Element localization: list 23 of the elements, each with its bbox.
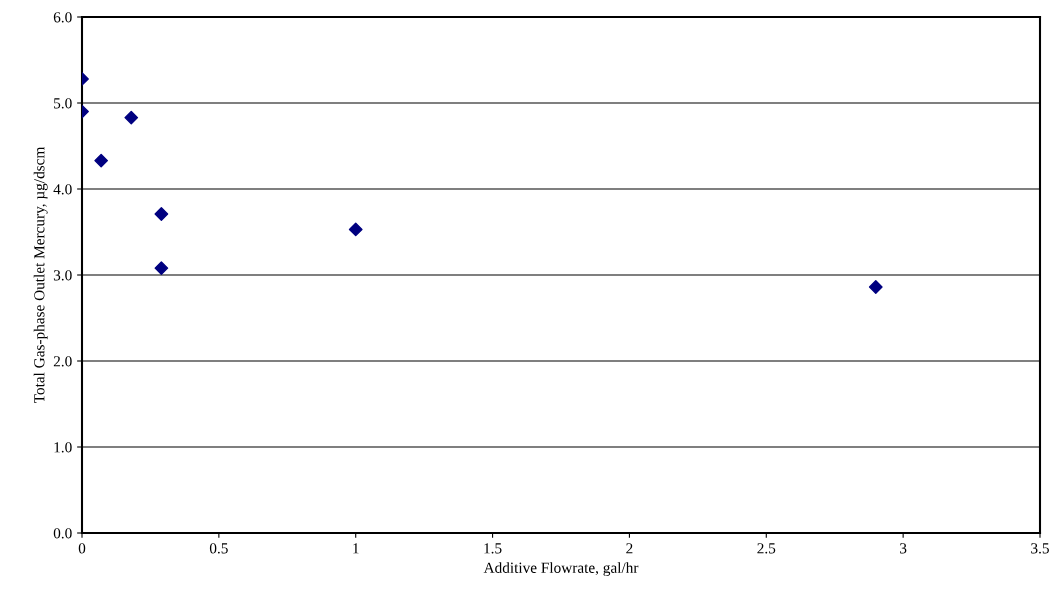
y-tick-label: 0.0 [53,528,72,539]
point [348,222,363,237]
x-tick-label: 0.5 [209,543,228,554]
y-tick-label: 3.0 [53,270,72,281]
point [868,280,883,294]
x-tick-label: 1 [353,543,359,554]
y-tick-label: 5.0 [54,98,72,109]
x-axis-title: Additive Flowrate, gal/hr [483,562,639,577]
y-tick-label: 1.0 [54,442,72,453]
point [94,153,109,168]
x-tick-label: 3.5 [1031,543,1049,554]
y-tick-label: 2.0 [53,356,72,367]
point [154,207,169,221]
x-tick-label: 1.5 [484,543,502,554]
y-tick-label: 6.0 [53,12,72,23]
point [124,110,139,125]
x-tick-label: 0 [78,543,86,554]
x-tick-label: 3 [900,543,907,554]
x-tick-label: 2 [626,543,633,554]
point [154,261,169,276]
y-axis-title: Total Gas-phase Outlet Mercury, µg/dscm [33,146,48,404]
y-tick-label: 4.0 [53,184,72,195]
x-tick-label: 2.5 [757,543,776,554]
